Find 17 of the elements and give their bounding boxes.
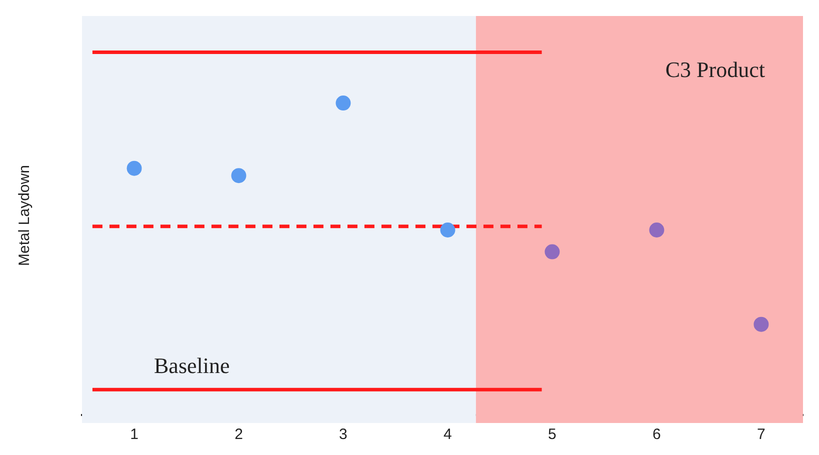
- x-tick-label: 5: [548, 426, 556, 444]
- point: [440, 222, 456, 238]
- x-tick-label: 1: [130, 426, 138, 444]
- band-label: Baseline: [154, 352, 230, 378]
- x-tick-label: 6: [652, 426, 661, 444]
- point: [126, 160, 142, 176]
- x-tick-label: 2: [234, 426, 243, 444]
- point: [544, 244, 560, 260]
- point: [231, 168, 246, 184]
- point: [649, 222, 664, 238]
- point: [336, 96, 351, 111]
- x-tick-label: 4: [444, 426, 452, 444]
- point: [754, 316, 769, 332]
- band-label: C3 Product: [665, 56, 765, 82]
- x-tick-label: 3: [339, 426, 348, 444]
- x-tick-label: 7: [757, 426, 766, 444]
- y-axis-title: Metal Laydown: [16, 165, 34, 266]
